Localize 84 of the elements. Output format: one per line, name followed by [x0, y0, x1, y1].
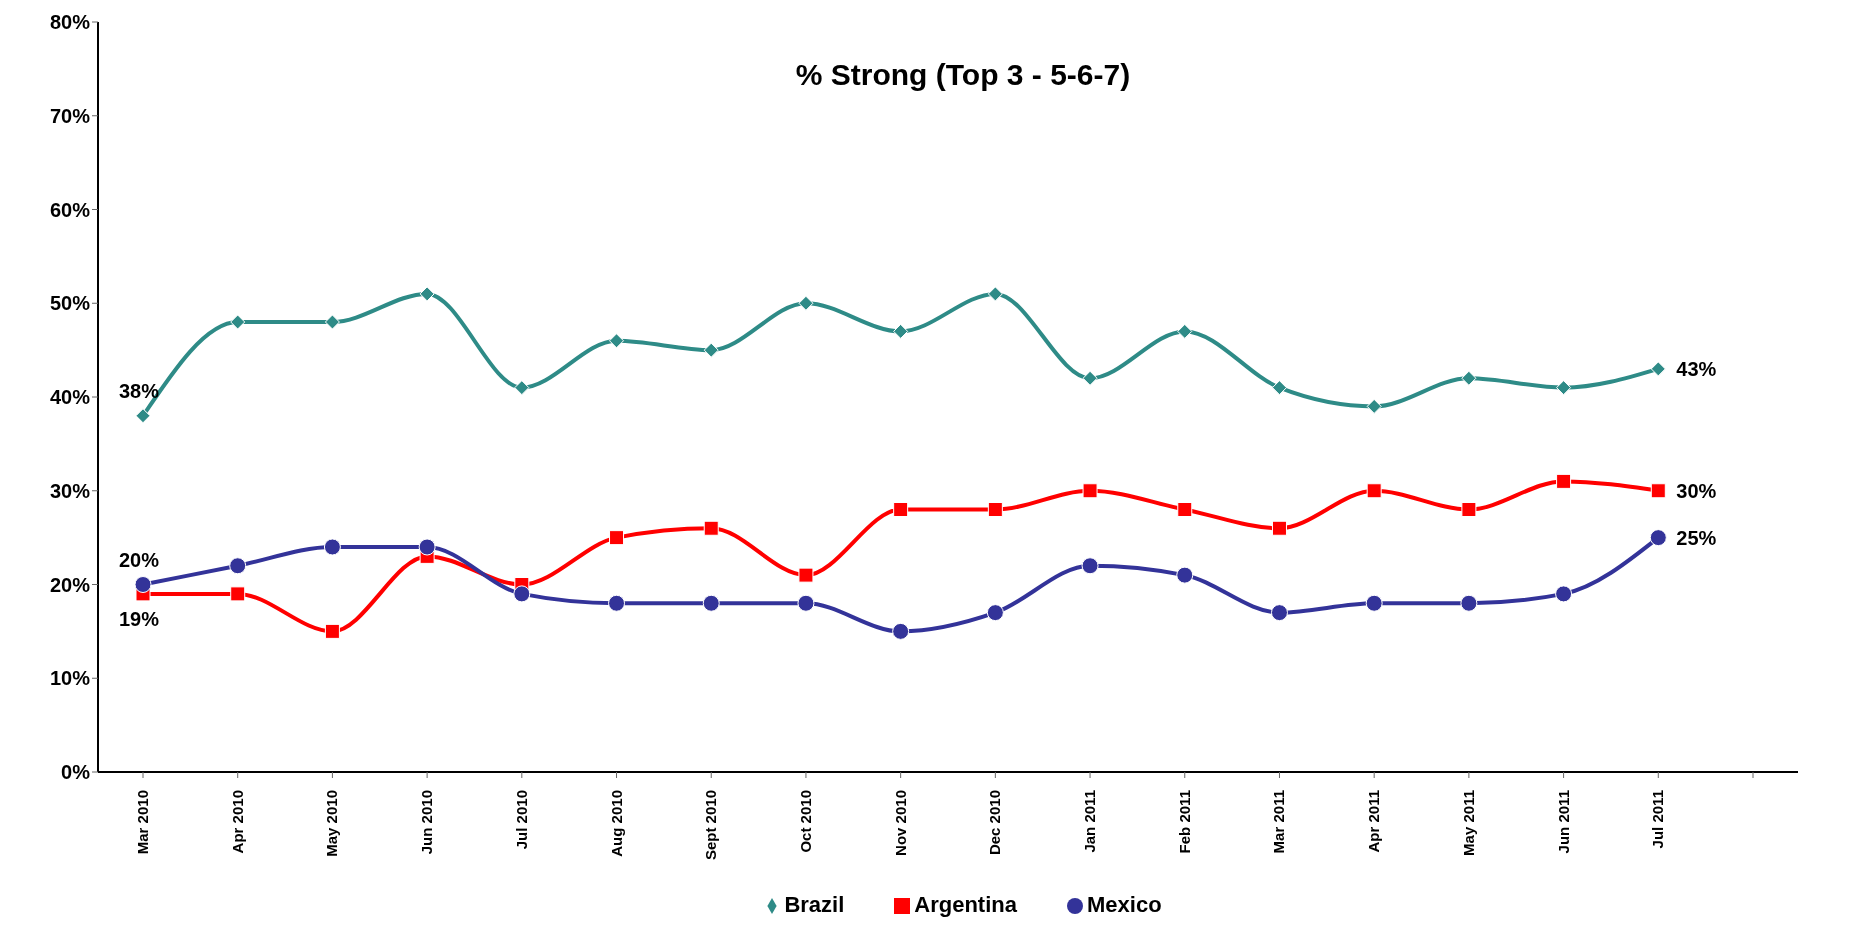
data-label: 43%: [1676, 357, 1717, 380]
point: [893, 323, 909, 339]
x-tick-label: Aug 2010: [607, 790, 625, 857]
point: [1650, 361, 1666, 377]
x-tick-label: May 2011: [1459, 790, 1477, 856]
y-tick-label: 10%: [49, 667, 91, 690]
x-tick-label: Mar 2010: [134, 790, 151, 855]
y-tick-label: 20%: [49, 573, 91, 596]
data-label: 30%: [1676, 479, 1717, 502]
point: [1177, 323, 1193, 339]
text: % Strong (Top 3 - 5-6-7): [794, 58, 1132, 92]
point: [1460, 594, 1478, 612]
point: [230, 314, 246, 330]
y-tick-label: 80%: [49, 11, 91, 34]
x-tick-label: Jan 2011: [1081, 790, 1099, 853]
point: [1556, 380, 1572, 396]
x-tick-label: Nov 2010: [891, 790, 909, 856]
point: [1177, 502, 1193, 517]
legend-label: Brazil: [784, 892, 845, 917]
point: [1555, 585, 1573, 603]
point: [1649, 529, 1667, 547]
x-tick-label: Sept 2010: [702, 790, 720, 861]
point: [1366, 398, 1382, 414]
data-label: 25%: [1676, 526, 1717, 549]
x-tick-label: Oct 2010: [796, 790, 814, 853]
point: [229, 557, 247, 575]
point: [986, 604, 1004, 622]
point: [798, 295, 814, 311]
point: [892, 622, 910, 640]
point: [797, 594, 815, 612]
point: [1650, 483, 1666, 499]
point: [608, 594, 626, 612]
point: [703, 520, 719, 536]
point: [609, 530, 625, 546]
y-tick-label: 40%: [49, 386, 91, 409]
data-label: 19%: [118, 607, 160, 630]
point: [419, 286, 435, 302]
x-tick-label: Apr 2010: [228, 790, 246, 854]
x-tick-label: Apr 2011: [1365, 790, 1383, 853]
point: [1082, 370, 1098, 386]
legend-label: Mexico: [1087, 892, 1162, 917]
point: [135, 408, 151, 424]
point: [987, 286, 1003, 302]
point: [1461, 502, 1477, 517]
x-tick-label: Dec 2010: [986, 790, 1004, 856]
point: [609, 333, 625, 349]
point: [418, 538, 436, 556]
point: [134, 576, 152, 593]
y-tick-label: 0%: [61, 761, 91, 784]
point: [1176, 566, 1194, 584]
y-tick-label: 30%: [49, 479, 91, 502]
point: [798, 567, 814, 583]
point: [230, 586, 246, 602]
point: [893, 502, 909, 517]
point: [324, 623, 340, 639]
point: [1556, 473, 1572, 489]
point: [1081, 557, 1099, 575]
point: [702, 594, 720, 612]
point: [513, 585, 531, 603]
x-tick-label: Jun 2011: [1554, 790, 1572, 854]
y-tick-label: 70%: [49, 104, 91, 127]
point: [514, 380, 530, 396]
point: [1461, 370, 1477, 386]
point: [324, 314, 340, 330]
y-tick-label: 60%: [49, 198, 91, 221]
x-tick-label: Feb 2011: [1175, 790, 1193, 854]
point: [987, 502, 1003, 517]
point: [1271, 380, 1287, 396]
point: [1271, 520, 1287, 536]
data-label: 20%: [118, 548, 160, 571]
y-tick-label: 50%: [49, 292, 91, 315]
x-tick-label: Jul 2011: [1649, 790, 1667, 849]
legend-label: Argentina: [914, 892, 1017, 917]
point: [323, 538, 341, 556]
point: [1270, 604, 1288, 622]
point: [1365, 594, 1383, 612]
x-tick-label: Jul 2010: [512, 790, 530, 850]
data-label: 38%: [118, 379, 160, 402]
point: [1366, 483, 1382, 499]
point: [1082, 483, 1098, 499]
x-tick-label: Mar 2011: [1270, 790, 1288, 854]
x-tick-label: May 2010: [323, 790, 341, 857]
point: [703, 342, 719, 358]
x-tick-label: Jun 2010: [418, 790, 436, 855]
